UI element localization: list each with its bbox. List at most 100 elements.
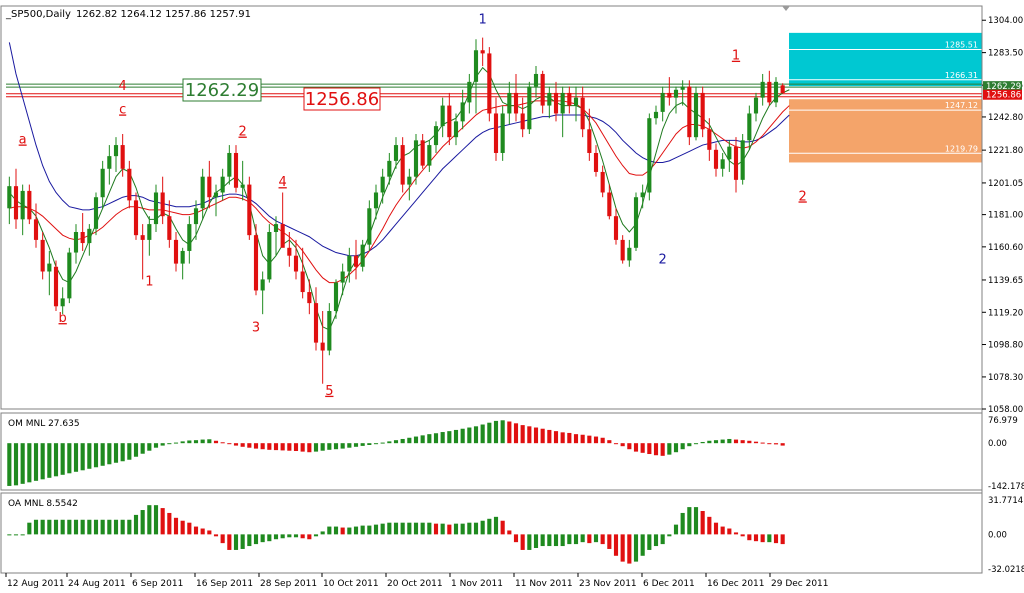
oa-bar: [420, 522, 425, 535]
oa-bar: [540, 534, 545, 547]
oa-bar: [140, 510, 145, 535]
candle-bear: [127, 168, 132, 201]
candle-bull: [67, 252, 72, 299]
support-zone-level-label: 1247.12: [945, 101, 978, 110]
om-bar: [613, 443, 619, 445]
oa-bar: [440, 523, 445, 535]
oa-bar: [173, 517, 179, 535]
candles-layer: [7, 37, 785, 384]
candle-bull: [327, 311, 332, 351]
om-bar: [87, 443, 92, 469]
candle-bear: [80, 231, 85, 244]
candle-bull: [727, 146, 732, 160]
oa-tick-label: 31.7714: [988, 496, 1023, 506]
candle-bull: [153, 192, 159, 225]
om-bar: [20, 443, 25, 484]
oa-bar: [380, 523, 385, 535]
candle-bull: [440, 105, 445, 127]
om-bar: [33, 443, 39, 481]
om-bar: [440, 432, 445, 444]
candle-bear: [13, 186, 19, 220]
oa-bar: [347, 527, 352, 535]
om-bar: [500, 420, 505, 444]
om-bar: [527, 426, 532, 444]
candle-bull: [107, 156, 112, 169]
candle-bear: [120, 145, 125, 169]
oa-indicator-panel[interactable]: OA MNL 8.5542: [0, 492, 983, 574]
candle-bull: [753, 97, 759, 114]
chart-shift-marker[interactable]: [782, 6, 790, 11]
om-bar: [293, 443, 299, 452]
om-bar: [680, 443, 685, 450]
oa-bar: [320, 531, 325, 535]
om-bar: [347, 443, 352, 448]
om-bar: [713, 440, 719, 444]
candle-bull: [393, 145, 399, 161]
green-level-label: 1262.29: [185, 80, 259, 101]
oa-bar: [593, 534, 599, 543]
oa-bar: [213, 534, 219, 537]
candle-bull: [453, 121, 459, 138]
candle-bull: [20, 190, 25, 220]
wave-label: 2: [239, 125, 247, 140]
om-bar: [420, 435, 425, 444]
oa-bar: [47, 519, 52, 535]
oa-bar: [427, 522, 432, 535]
om-indicator-panel[interactable]: OM MNL 27.635: [0, 412, 983, 491]
candle-bull: [407, 176, 412, 185]
wave-label: 1: [732, 49, 740, 64]
candle-bull: [627, 247, 632, 261]
candle-bear: [553, 92, 559, 114]
oa-bar: [453, 523, 459, 535]
oa-bar: [653, 534, 659, 547]
date-tick-label: 16 Sep 2011: [196, 579, 253, 589]
candle-bear: [520, 113, 525, 130]
om-bar: [460, 428, 465, 444]
candle-bull: [693, 92, 699, 138]
support-zone-level-label: 1219.79: [945, 144, 978, 153]
om-bar: [633, 443, 639, 452]
candle-bull: [560, 92, 565, 114]
oa-bar: [620, 534, 625, 562]
red-level-box[interactable]: [303, 87, 381, 111]
candle-bear: [493, 113, 499, 153]
oa-bar: [533, 534, 539, 548]
om-bar: [400, 438, 405, 444]
om-bar: [147, 443, 152, 451]
date-tick-label: 12 Aug 2011: [7, 579, 65, 589]
om-bar: [340, 443, 345, 449]
candle-bull: [427, 145, 432, 166]
oa-bar: [640, 534, 645, 556]
candle-bull: [773, 81, 779, 103]
candle-bear: [587, 129, 592, 153]
om-bar: [160, 443, 165, 446]
oa-bar: [413, 522, 419, 535]
oa-bar: [27, 522, 32, 535]
om-bar: [247, 443, 252, 448]
price-tick-label: 1119.20: [988, 308, 1023, 318]
price-tick-label: 1139.65: [988, 276, 1023, 286]
om-bar: [600, 437, 605, 444]
om-bar: [300, 443, 305, 452]
om-tick-label: 76.979: [988, 416, 1018, 426]
wave-label: 5: [325, 384, 333, 399]
oa-bar: [227, 534, 232, 550]
om-bar: [267, 443, 272, 450]
green-level-box[interactable]: [182, 78, 262, 102]
oa-bar: [507, 530, 512, 535]
om-bar: [587, 435, 592, 444]
oa-bar: [360, 525, 365, 535]
om-bar: [493, 420, 499, 444]
om-bar: [767, 443, 772, 445]
oa-bar: [467, 522, 472, 535]
oa-bar: [740, 534, 745, 537]
candle-bull: [460, 102, 465, 122]
candle-bull: [333, 282, 339, 312]
candle-bull: [147, 224, 152, 240]
candle-bull: [653, 111, 659, 119]
price-tick-label: 1160.60: [988, 243, 1023, 253]
om-bar: [193, 440, 199, 444]
oa-bar: [367, 525, 372, 535]
